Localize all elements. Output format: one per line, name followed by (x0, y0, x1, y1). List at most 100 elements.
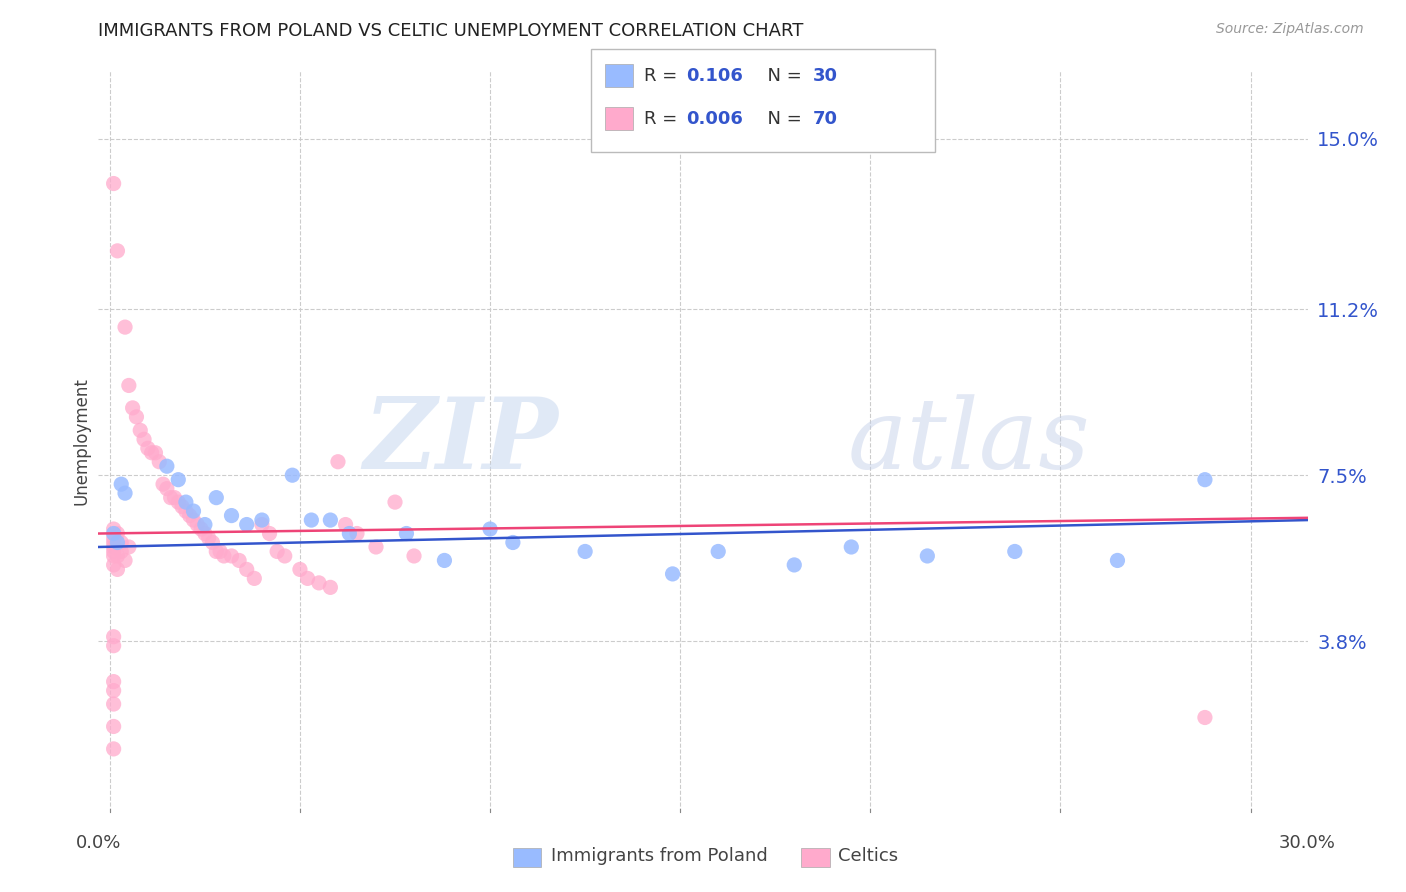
Point (197, 531, 219, 545)
Point (107, 562, 129, 576)
Point (574, 544, 596, 558)
Point (103, 535, 125, 549)
Point (228, 553, 250, 567)
Point (110, 535, 132, 549)
Point (125, 409, 148, 424)
Point (103, 697, 125, 711)
Point (288, 562, 311, 576)
Point (326, 455, 349, 469)
Point (299, 513, 322, 527)
Point (103, 558, 125, 572)
Point (145, 446, 167, 460)
Point (103, 719, 125, 733)
Point (103, 526, 125, 541)
Point (209, 544, 232, 558)
Point (103, 742, 125, 756)
Point (118, 378, 141, 392)
Point (103, 177, 125, 191)
Text: R =: R = (644, 67, 683, 85)
Text: Immigrants from Poland: Immigrants from Poland (551, 847, 768, 865)
Point (274, 549, 297, 563)
Point (103, 630, 125, 644)
Point (319, 513, 342, 527)
Text: IMMIGRANTS FROM POLAND VS CELTIC UNEMPLOYMENT CORRELATION CHART: IMMIGRANTS FROM POLAND VS CELTIC UNEMPLO… (98, 22, 804, 40)
Point (141, 446, 163, 460)
Point (174, 495, 197, 509)
Point (319, 580, 342, 594)
Text: 30: 30 (813, 67, 838, 85)
Point (107, 535, 129, 549)
Point (250, 517, 273, 532)
Point (395, 526, 418, 541)
Point (110, 477, 132, 491)
Point (114, 486, 136, 500)
Point (148, 455, 170, 469)
Point (661, 566, 683, 581)
Point (1194, 473, 1216, 487)
Point (384, 495, 406, 509)
Point (156, 459, 179, 474)
Point (1194, 710, 1216, 724)
Point (281, 468, 304, 483)
Point (183, 513, 205, 527)
Point (159, 491, 181, 505)
Point (221, 549, 243, 563)
Text: 70: 70 (813, 110, 838, 128)
Point (114, 553, 136, 567)
Point (103, 549, 125, 563)
Point (103, 544, 125, 558)
Point (107, 244, 129, 258)
Point (170, 500, 193, 514)
Point (103, 540, 125, 554)
Text: atlas: atlas (848, 394, 1091, 489)
Text: 30.0%: 30.0% (1279, 834, 1336, 852)
Point (190, 522, 212, 536)
Text: 0.006: 0.006 (686, 110, 742, 128)
Point (783, 558, 806, 572)
Text: R =: R = (644, 110, 683, 128)
Point (335, 517, 357, 532)
Point (839, 540, 862, 554)
Point (103, 522, 125, 536)
Point (114, 320, 136, 334)
Point (212, 549, 235, 563)
Point (103, 531, 125, 545)
Point (297, 571, 319, 585)
Point (259, 526, 281, 541)
Text: ZIP: ZIP (363, 393, 558, 490)
Point (103, 683, 125, 698)
Point (194, 526, 217, 541)
Point (917, 549, 939, 563)
Point (129, 423, 152, 437)
Point (183, 504, 205, 518)
Point (201, 535, 224, 549)
Point (1004, 544, 1026, 558)
Point (235, 562, 257, 576)
Point (243, 571, 266, 585)
Text: Source: ZipAtlas.com: Source: ZipAtlas.com (1216, 22, 1364, 37)
Point (194, 517, 217, 532)
Point (136, 442, 159, 456)
Point (402, 549, 425, 563)
Point (1107, 553, 1129, 567)
Y-axis label: Unemployment: Unemployment (72, 377, 90, 506)
Point (205, 544, 228, 558)
Point (179, 508, 201, 523)
Point (308, 575, 330, 590)
Point (186, 517, 208, 532)
Point (156, 482, 179, 496)
Point (103, 639, 125, 653)
Text: 0.0%: 0.0% (76, 834, 121, 852)
Point (433, 553, 456, 567)
Point (103, 674, 125, 689)
Point (110, 544, 132, 558)
Point (235, 517, 257, 532)
Point (121, 401, 143, 415)
Text: Celtics: Celtics (838, 847, 898, 865)
Point (221, 508, 243, 523)
Point (152, 477, 174, 491)
Point (132, 432, 155, 446)
Text: N =: N = (756, 67, 808, 85)
Point (163, 491, 186, 505)
Point (364, 540, 387, 554)
